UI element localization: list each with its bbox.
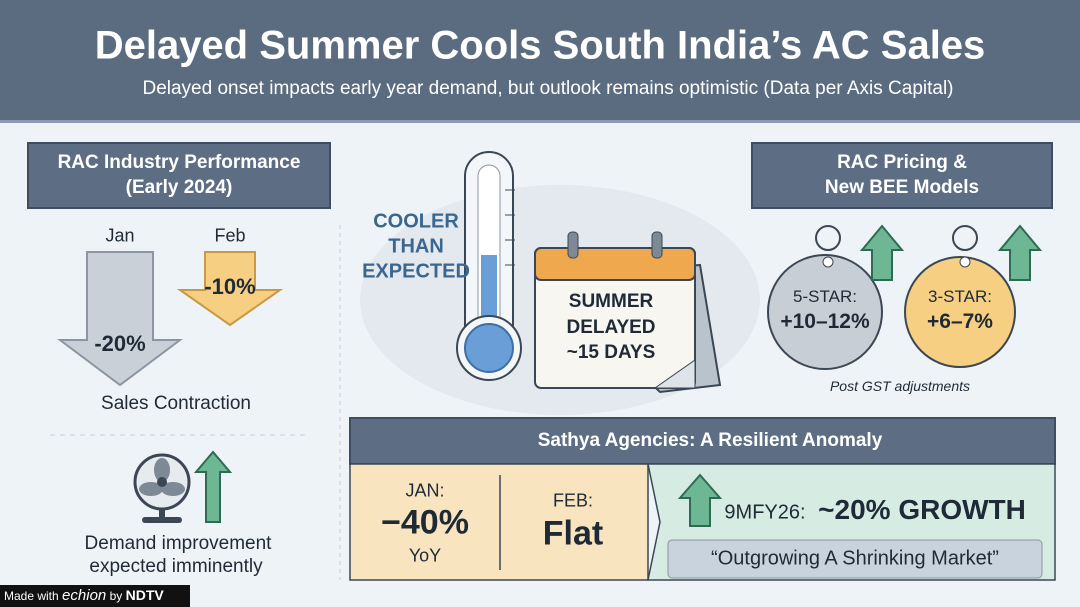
stat-unit: YoY xyxy=(408,545,442,566)
panel-title: RAC Industry Performance xyxy=(57,152,301,173)
tag-change: +6–7% xyxy=(927,310,993,333)
tag-hole xyxy=(822,256,834,268)
stat-label: 9MFY26: xyxy=(724,501,806,524)
footer-partner: NDTV xyxy=(125,587,164,603)
callout: COOLER xyxy=(373,210,459,233)
up-arrow xyxy=(859,224,905,281)
stat-value: −40% xyxy=(381,503,469,542)
calendar-text: ~15 DAYS xyxy=(566,342,656,363)
up-arrow xyxy=(997,224,1043,281)
outlook-text: Demand improvement xyxy=(84,533,272,554)
stat-label: JAN: xyxy=(405,480,445,501)
panel-title: RAC Pricing & xyxy=(837,152,967,173)
quote-box xyxy=(667,539,1043,579)
tag-string xyxy=(952,225,978,251)
decline-panel xyxy=(349,463,649,581)
tag xyxy=(904,256,1016,368)
footer: Made with echion by NDTV xyxy=(4,587,164,604)
up-arrow xyxy=(677,473,723,527)
change-label: -10% xyxy=(204,274,256,299)
title: Delayed Summer Cools South India’s AC Sa… xyxy=(94,23,986,68)
panel-header xyxy=(751,142,1053,209)
footer-text: by xyxy=(109,589,123,603)
month-label: Jan xyxy=(105,225,135,246)
up-arrow xyxy=(193,450,233,523)
footer-brand: echion xyxy=(62,587,107,604)
tag-change: +10–12% xyxy=(780,310,870,333)
note: Post GST adjustments xyxy=(829,378,971,394)
stat-value: Flat xyxy=(542,514,604,553)
fan-icon xyxy=(133,453,191,523)
header-rule xyxy=(0,120,1080,123)
month-label: Feb xyxy=(214,225,246,246)
panel-header xyxy=(27,142,331,209)
tag xyxy=(767,254,883,370)
tag-hole xyxy=(959,256,971,268)
panel-title: Sathya Agencies: A Resilient Anomaly xyxy=(537,430,883,451)
feb-arrow xyxy=(176,251,284,327)
outlook-text: expected imminently xyxy=(89,556,263,577)
panel-title: (Early 2024) xyxy=(125,177,233,198)
tag-label: 5-STAR: xyxy=(793,287,857,306)
panel-title: New BEE Models xyxy=(824,177,980,198)
calendar xyxy=(534,231,722,394)
footer-text: Made with xyxy=(4,589,59,603)
callout: EXPECTED xyxy=(362,260,470,283)
quote: “Outgrowing A Shrinking Market” xyxy=(711,547,999,570)
calendar-text: SUMMER xyxy=(568,291,654,312)
tag-label: 3-STAR: xyxy=(928,287,992,306)
tag-string xyxy=(815,225,841,251)
header-band xyxy=(0,0,1080,120)
calendar-text: DELAYED xyxy=(566,317,656,338)
jan-arrow xyxy=(57,251,183,387)
subtitle: Delayed onset impacts early year demand,… xyxy=(142,78,954,99)
panel-header xyxy=(349,417,1056,465)
footer-badge xyxy=(0,585,190,607)
caption: Sales Contraction xyxy=(101,393,251,414)
callout: THAN xyxy=(388,235,444,258)
change-label: -20% xyxy=(94,331,146,356)
thermometer xyxy=(456,151,522,381)
stat-value: ~20% GROWTH xyxy=(818,494,1026,525)
stat-label: FEB: xyxy=(552,490,594,511)
